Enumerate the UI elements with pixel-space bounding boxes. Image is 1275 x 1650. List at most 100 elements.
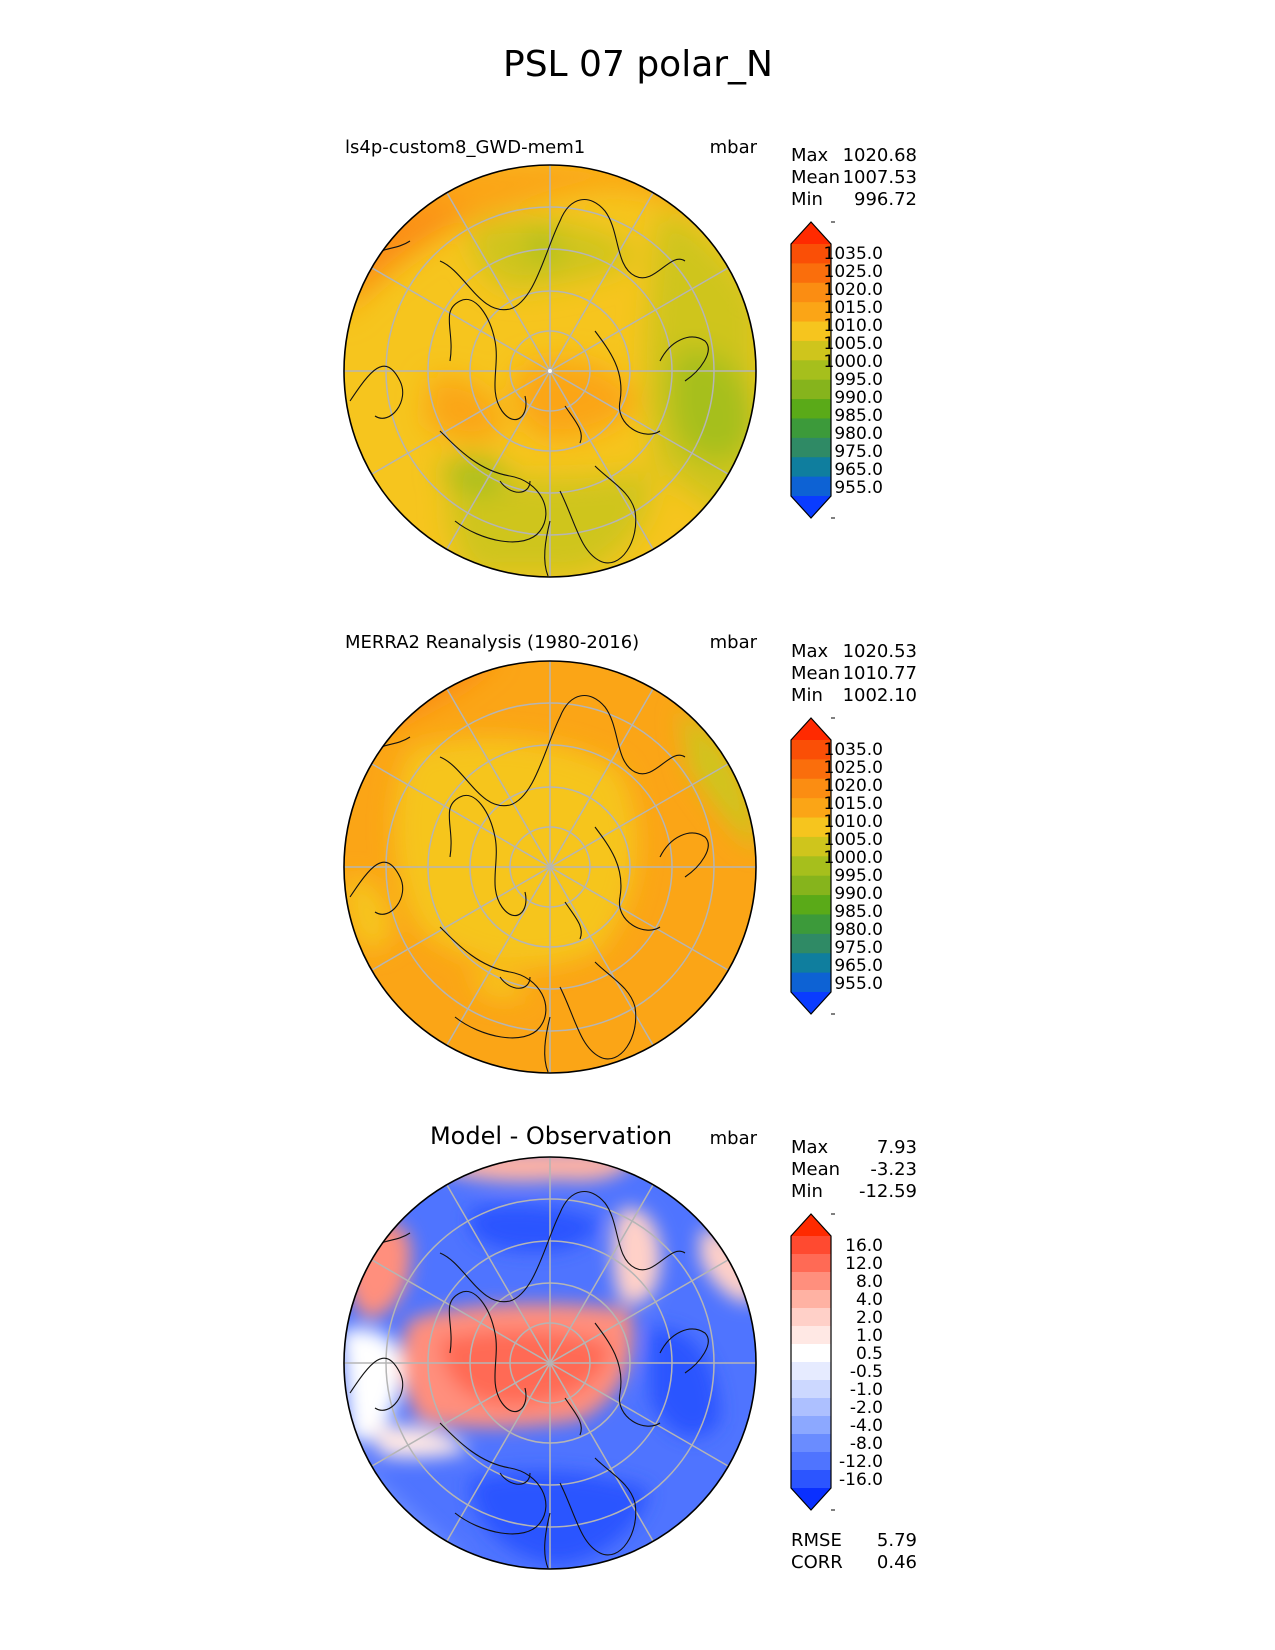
colorbar-extend-min — [791, 496, 831, 518]
colorbar-extend-min — [791, 992, 831, 1014]
colorbar-tick-label: 975.0 — [834, 938, 883, 958]
colorbar-swatch — [791, 1308, 831, 1327]
colorbar-tick-label: 990.0 — [834, 388, 883, 408]
colorbar-tick-label: 985.0 — [834, 406, 883, 426]
colorbar-swatch — [791, 1326, 831, 1345]
stat-label: Min — [791, 189, 823, 210]
panel-test-stats: Max 1020.68 Mean 1007.53 Min 996.72 — [791, 145, 917, 210]
colorbar-swatch — [791, 302, 831, 323]
colorbar-tick-label: 965.0 — [834, 460, 883, 480]
colorbar-extend-max — [791, 222, 831, 244]
colorbar-tick-label: 12.0 — [845, 1254, 883, 1274]
colorbar-tick-label: 980.0 — [834, 424, 883, 444]
colorbar-tick-label: 965.0 — [834, 956, 883, 976]
colorbar-tick-label: 1010.0 — [824, 316, 883, 336]
stat-value: -3.23 — [870, 1159, 917, 1180]
colorbar-tick-label: -1.0 — [850, 1380, 883, 1400]
figure-title: PSL 07 polar_N — [503, 44, 773, 85]
map-field-contours — [344, 1157, 756, 1565]
colorbar-tick-label: 16.0 — [845, 1236, 883, 1256]
metric-label: RMSE — [791, 1530, 842, 1551]
colorbar-swatch — [791, 953, 831, 974]
panel-diff-stats: Max 7.93 Mean -3.23 Min -12.59 — [791, 1137, 917, 1202]
colorbar-tick-label: 1015.0 — [824, 794, 883, 814]
colorbar-swatch — [791, 244, 831, 264]
colorbar-tick-label: 955.0 — [834, 974, 883, 994]
colorbar-swatch — [791, 1236, 831, 1255]
colorbar-tick-label: 955.0 — [834, 478, 883, 498]
stat-label: Min — [791, 1181, 823, 1202]
panel-test-map — [344, 165, 756, 577]
colorbar-swatch — [791, 875, 831, 896]
colorbar-tick-label: 1020.0 — [824, 280, 883, 300]
colorbar-tick-label: 985.0 — [834, 902, 883, 922]
colorbar-tick-label: 975.0 — [834, 442, 883, 462]
colorbar-tick-label: 8.0 — [856, 1272, 883, 1292]
stat-label: Max — [791, 1137, 829, 1158]
colorbar-swatch — [791, 1416, 831, 1435]
stat-label: Mean — [791, 663, 840, 684]
colorbar-tick-label: 2.0 — [856, 1308, 883, 1328]
stat-value: 1020.53 — [843, 641, 917, 662]
colorbar-swatch — [791, 914, 831, 935]
stat-value: 996.72 — [854, 189, 917, 210]
colorbar-tick-label: 1010.0 — [824, 812, 883, 832]
metric-value: 0.46 — [877, 1552, 917, 1573]
panel-test: ls4p-custom8_GWD-mem1 mbar Max 1 — [343, 137, 917, 578]
colorbar-tick-label: 1.0 — [856, 1326, 883, 1346]
colorbar-swatch — [791, 321, 831, 342]
colorbar-swatch — [791, 778, 831, 799]
panel-diff: Model - Observation mbar — [343, 1122, 917, 1573]
colorbar-swatch — [791, 1452, 831, 1471]
colorbar-tick-label: -8.0 — [850, 1434, 883, 1454]
stat-value: -12.59 — [859, 1181, 917, 1202]
colorbar-swatch — [791, 1272, 831, 1291]
panel-ref-map — [344, 661, 756, 1073]
colorbar-swatch — [791, 282, 831, 303]
colorbar-swatch — [791, 1470, 831, 1489]
colorbar-swatch — [791, 1398, 831, 1417]
colorbar-swatch — [791, 476, 831, 497]
colorbar-tick-label: 1000.0 — [824, 848, 883, 868]
stat-value: 1002.10 — [843, 685, 917, 706]
colorbar-swatch — [791, 817, 831, 838]
colorbar-tick-label: -0.5 — [850, 1362, 883, 1382]
colorbar-extend-max — [791, 1214, 831, 1236]
colorbar-tick-label: 1025.0 — [824, 758, 883, 778]
panel-test-colorbar: 1035.01025.01020.01015.01010.01005.01000… — [790, 221, 883, 519]
panel-ref-units: mbar — [710, 632, 758, 653]
panel-test-name: ls4p-custom8_GWD-mem1 — [345, 137, 585, 158]
stat-value: 1007.53 — [843, 167, 917, 188]
panel-diff-metrics: RMSE 5.79 CORR 0.46 — [791, 1530, 917, 1573]
colorbar-swatch — [791, 1362, 831, 1381]
colorbar-outline — [790, 717, 832, 1015]
colorbar-swatch — [791, 798, 831, 819]
colorbar-swatch — [791, 1434, 831, 1453]
panel-diff-map — [344, 1157, 756, 1569]
colorbar-tick-label: 995.0 — [834, 370, 883, 390]
panel-diff-units: mbar — [710, 1128, 758, 1149]
colorbar-swatch — [791, 263, 831, 284]
colorbar-swatch — [791, 360, 831, 381]
stat-value: 1020.68 — [843, 145, 917, 166]
colorbar-tick-label: -12.0 — [839, 1452, 883, 1472]
colorbar-extend-max — [791, 718, 831, 740]
metric-label: CORR — [791, 1552, 843, 1573]
colorbar-tick-label: 980.0 — [834, 920, 883, 940]
colorbar-tick-label: -4.0 — [850, 1416, 883, 1436]
colorbar-tick-label: 1005.0 — [824, 334, 883, 354]
colorbar-swatch — [791, 379, 831, 400]
colorbar-swatch — [791, 972, 831, 993]
colorbar-tick-label: 1035.0 — [824, 740, 883, 760]
colorbar-tick-label: -16.0 — [839, 1470, 883, 1490]
panel-diff-colorbar: 16.012.08.04.02.01.00.5-0.5-1.0-2.0-4.0-… — [790, 1213, 883, 1511]
colorbar-swatch — [791, 759, 831, 780]
colorbar-swatch — [791, 933, 831, 954]
colorbar-swatch — [791, 399, 831, 420]
colorbar-tick-label: 0.5 — [856, 1344, 883, 1364]
colorbar-tick-label: 1015.0 — [824, 298, 883, 318]
panel-ref-colorbar: 1035.01025.01020.01015.01010.01005.01000… — [790, 717, 883, 1015]
colorbar-extend-min — [791, 1488, 831, 1510]
colorbar-tick-label: 1000.0 — [824, 352, 883, 372]
